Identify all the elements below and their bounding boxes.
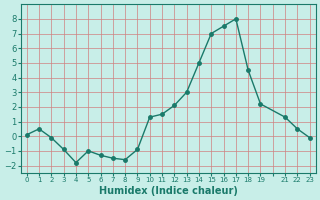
- X-axis label: Humidex (Indice chaleur): Humidex (Indice chaleur): [99, 186, 238, 196]
